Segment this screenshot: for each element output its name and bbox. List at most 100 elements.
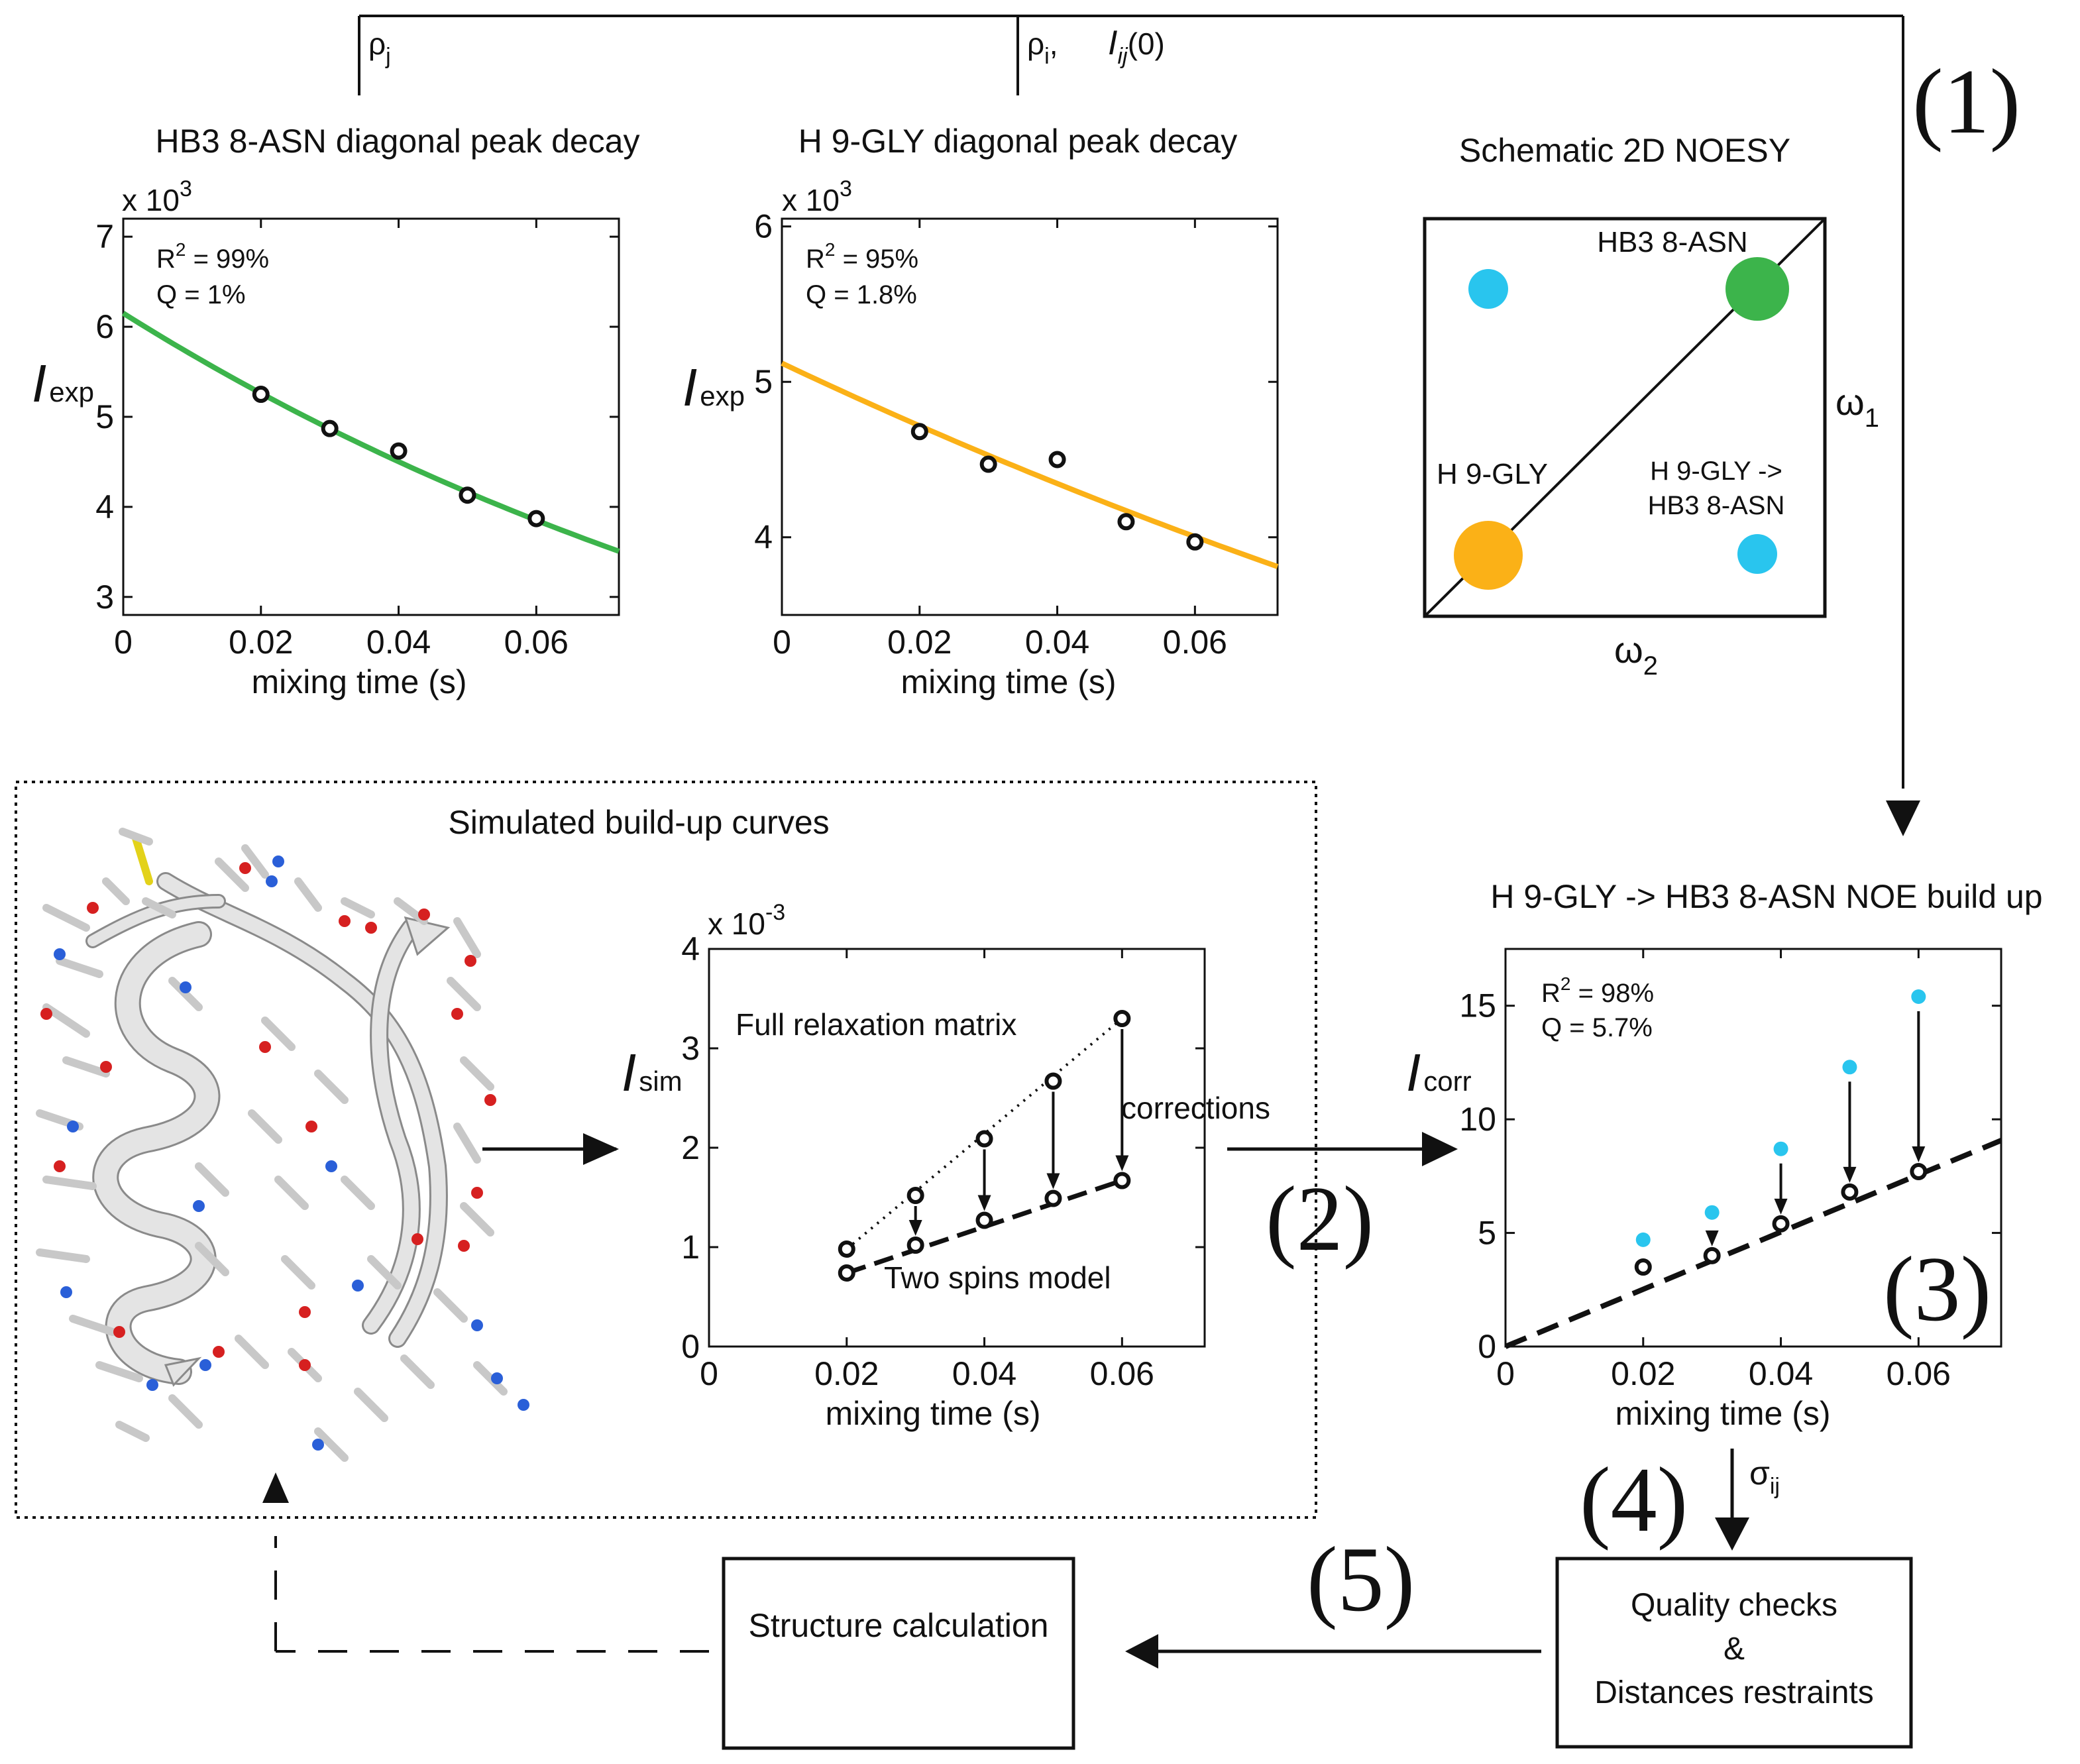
side-chain-stick — [62, 1056, 110, 1077]
chart3-label-corrections: corrections — [1121, 1091, 1270, 1125]
chart1-ylabel: Iexp — [32, 354, 94, 413]
chart3-correction-arrow-head — [977, 1195, 991, 1211]
omega1-label: ω1 — [1835, 381, 1879, 433]
chart4-ytick-label: 5 — [1478, 1215, 1496, 1252]
chart4-corrected-point — [1772, 1215, 1790, 1233]
structure-box — [722, 1557, 1075, 1750]
side-chain-stick — [314, 1070, 349, 1104]
chart3-label-two: Two spins model — [884, 1260, 1111, 1295]
chart4-correction-arrow-head — [1843, 1166, 1857, 1183]
chart2-r2: R2 = 95% — [806, 239, 918, 274]
chart3-full-point — [1044, 1072, 1062, 1090]
chart3-two-point — [838, 1264, 855, 1282]
side-chain-stick — [56, 957, 103, 978]
simulated-box-title: Simulated build-up curves — [448, 804, 829, 841]
chart3-xtick-label: 0.04 — [952, 1355, 1016, 1392]
chart1-data-point — [321, 419, 339, 437]
chart3-ytick-label: 3 — [681, 1030, 700, 1067]
atom — [87, 902, 99, 914]
chart4-title: H 9-GLY -> HB3 8-ASN NOE build up — [1490, 878, 2042, 915]
side-chain-stick — [195, 1242, 229, 1276]
atom — [451, 1008, 463, 1020]
side-chain-stick — [460, 1202, 494, 1237]
quality-line-1: Quality checks — [1631, 1588, 1837, 1623]
side-chain-stick — [341, 1176, 375, 1210]
top-bracket — [358, 15, 1904, 789]
atom — [305, 1121, 317, 1132]
atom — [60, 1286, 72, 1298]
chart3-two-point — [975, 1211, 993, 1229]
feedback-arrow-head — [262, 1472, 289, 1503]
rho-j-label: ρj — [368, 27, 391, 69]
chart2-q: Q = 1.8% — [806, 280, 917, 309]
step-1-label: (1) — [1912, 50, 2020, 153]
chart4-xtick-label: 0.04 — [1749, 1355, 1813, 1392]
chart3-full-point — [975, 1130, 993, 1148]
atom — [365, 922, 377, 934]
atom — [484, 1094, 496, 1106]
diagonal-peak-hb3 — [1725, 257, 1789, 321]
atom — [352, 1280, 364, 1292]
chart1-ytick-label: 3 — [95, 579, 114, 616]
chart4-ytick-label: 10 — [1459, 1101, 1496, 1138]
schematic-label-h9: H 9-GLY — [1437, 458, 1548, 490]
atom — [325, 1160, 337, 1172]
schematic-cross-label-1: H 9-GLY -> — [1650, 457, 1782, 486]
schematic-label-hb3: HB3 8-ASN — [1597, 226, 1747, 258]
chart1-data-point — [252, 386, 270, 404]
chart3-label-full: Full relaxation matrix — [736, 1007, 1016, 1042]
side-chain-stick — [453, 917, 481, 958]
chart2-data-point — [910, 423, 928, 441]
side-chain-stick — [142, 897, 176, 918]
side-chain-stick — [215, 857, 249, 892]
side-chain-stick — [294, 877, 322, 912]
schematic-noesy: Schematic 2D NOESY HB3 8-ASN H 9-GLY H 9… — [1423, 132, 1879, 681]
chart2-xtick-label: 0 — [773, 624, 791, 661]
side-chain-stick — [354, 1388, 388, 1422]
chart4-xtick-label: 0.02 — [1611, 1355, 1675, 1392]
chart1-q: Q = 1% — [156, 280, 246, 309]
chart2-title: H 9-GLY diagonal peak decay — [798, 123, 1237, 160]
chart4-corrected-point — [1841, 1183, 1859, 1201]
chart3-correction-arrow-head — [1115, 1155, 1129, 1172]
atom — [465, 955, 476, 967]
chart4-correction-arrow-head — [1705, 1230, 1719, 1246]
arrow-step1-head — [1886, 800, 1920, 836]
chart3-full-point — [838, 1240, 855, 1258]
side-chain-stick — [341, 897, 375, 918]
chart4-r2: R2 = 98% — [1541, 973, 1654, 1008]
side-chain-stick — [314, 1427, 349, 1462]
side-chain-stick — [115, 1421, 150, 1442]
chart4-experimental-point — [1635, 1232, 1651, 1247]
chart3-multiplier: x 10-3 — [708, 900, 785, 941]
side-chain-stick — [102, 877, 130, 905]
atom — [411, 1233, 423, 1245]
atom — [199, 1359, 211, 1371]
chart4-correction-arrow-head — [1774, 1198, 1788, 1215]
cross-peak-lower — [1737, 534, 1777, 574]
side-chain-stick — [235, 1335, 269, 1369]
atom — [146, 1379, 158, 1391]
atom — [518, 1399, 529, 1411]
chart2-data-point — [1117, 513, 1135, 531]
chart4-fit-dashed — [1504, 1138, 2002, 1349]
chart4-corrected-point — [1634, 1258, 1652, 1276]
chart2-multiplier: x 103 — [782, 176, 852, 217]
atom — [471, 1187, 483, 1199]
chart2-xtick-label: 0.02 — [887, 624, 952, 661]
chart4-xtick-label: 0 — [1496, 1355, 1515, 1392]
arrow-sim-to-corr-head — [1422, 1132, 1458, 1166]
atom — [259, 1041, 271, 1053]
chart4-experimental-point — [1704, 1205, 1720, 1220]
side-chain-stick — [248, 1109, 282, 1144]
chart3-ylabel: Isim — [622, 1043, 683, 1102]
helix-ribbon — [94, 923, 219, 1383]
side-chain-stick — [453, 1123, 481, 1164]
atom — [272, 855, 284, 867]
chart4-corrected-point — [1703, 1246, 1721, 1264]
atom — [471, 1319, 483, 1331]
chart1-data-point — [527, 510, 545, 527]
chart3-xlabel: mixing time (s) — [825, 1395, 1040, 1432]
